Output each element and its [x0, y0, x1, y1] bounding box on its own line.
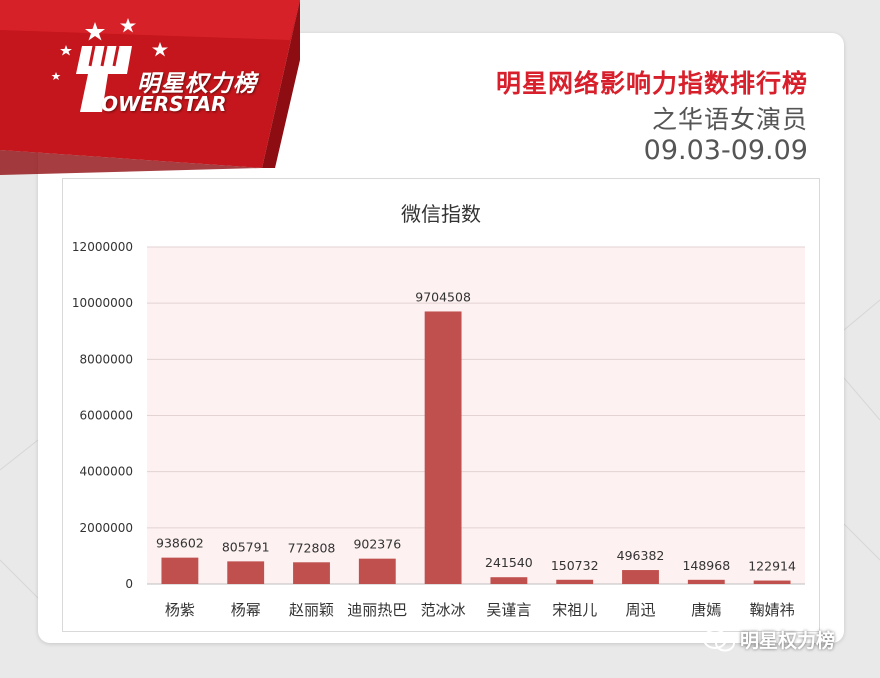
data-label: 805791	[222, 539, 270, 554]
x-tick-label: 鞠婧祎	[750, 601, 795, 619]
x-tick-label: 杨幂	[231, 601, 261, 619]
y-axis-ticks: 0 2000000 4000000 6000000 8000000 10000000 120…	[72, 240, 133, 591]
data-labels: 938602 805791 772808 902376 9704508 241540 150…	[156, 289, 796, 573]
brand-name-cn: 明星权力榜	[137, 71, 257, 97]
bar	[424, 311, 462, 584]
x-tick-label: 宋祖儿	[552, 601, 597, 619]
data-label: 148968	[682, 558, 730, 573]
data-label: 902376	[353, 537, 401, 552]
page-title: 明星网络影响力指数排行榜	[495, 69, 808, 98]
y-tick-label: 0	[125, 577, 133, 591]
bar-chart: 0 2000000 4000000 6000000 8000000 10000000 120…	[72, 202, 805, 619]
y-tick-label: 12000000	[72, 240, 133, 254]
wechat-icon	[703, 629, 735, 652]
data-label: 9704508	[415, 289, 471, 304]
x-axis-labels: 杨紫 杨幂 赵丽颖 迪丽热巴 范冰冰 吴谨言 宋祖儿 周迅 唐嫣 鞠婧祎	[165, 601, 795, 619]
bar	[687, 579, 725, 584]
bar	[490, 577, 528, 584]
star-icons	[51, 18, 168, 80]
bar	[293, 562, 330, 584]
brand-banner	[0, 0, 300, 175]
y-tick-label: 4000000	[80, 465, 133, 479]
x-tick-label: 范冰冰	[421, 601, 466, 619]
data-label: 241540	[485, 555, 533, 570]
chart-title: 微信指数	[401, 202, 481, 226]
chart-frame: 0 2000000 4000000 6000000 8000000 10000000 120…	[62, 178, 820, 632]
x-tick-label: 杨紫	[165, 601, 195, 619]
x-tick-label: 迪丽热巴	[347, 601, 407, 619]
brand-name-en: OWERSTAR	[101, 92, 227, 116]
x-tick-label: 唐嫣	[691, 601, 721, 619]
watermark-text: 明星权力榜	[740, 630, 836, 652]
bar	[622, 570, 659, 584]
data-label: 122914	[748, 559, 796, 574]
y-tick-label: 8000000	[80, 352, 133, 366]
date-range: 09.03-09.09	[643, 135, 808, 166]
data-label: 772808	[288, 540, 336, 555]
y-tick-label: 10000000	[72, 296, 133, 310]
bar	[358, 558, 396, 584]
data-label: 938602	[156, 536, 204, 551]
data-label: 150732	[551, 558, 599, 573]
y-tick-label: 6000000	[80, 409, 133, 423]
y-tick-label: 2000000	[80, 521, 133, 535]
data-label: 496382	[617, 548, 665, 563]
x-tick-label: 吴谨言	[486, 601, 531, 619]
bar	[556, 579, 594, 584]
bars	[161, 311, 791, 584]
page-subtitle: 之华语女演员	[651, 105, 808, 134]
x-tick-label: 周迅	[625, 601, 655, 619]
bar	[227, 561, 265, 584]
bar	[753, 580, 791, 584]
x-tick-label: 赵丽颖	[289, 601, 334, 619]
bar	[161, 557, 199, 584]
